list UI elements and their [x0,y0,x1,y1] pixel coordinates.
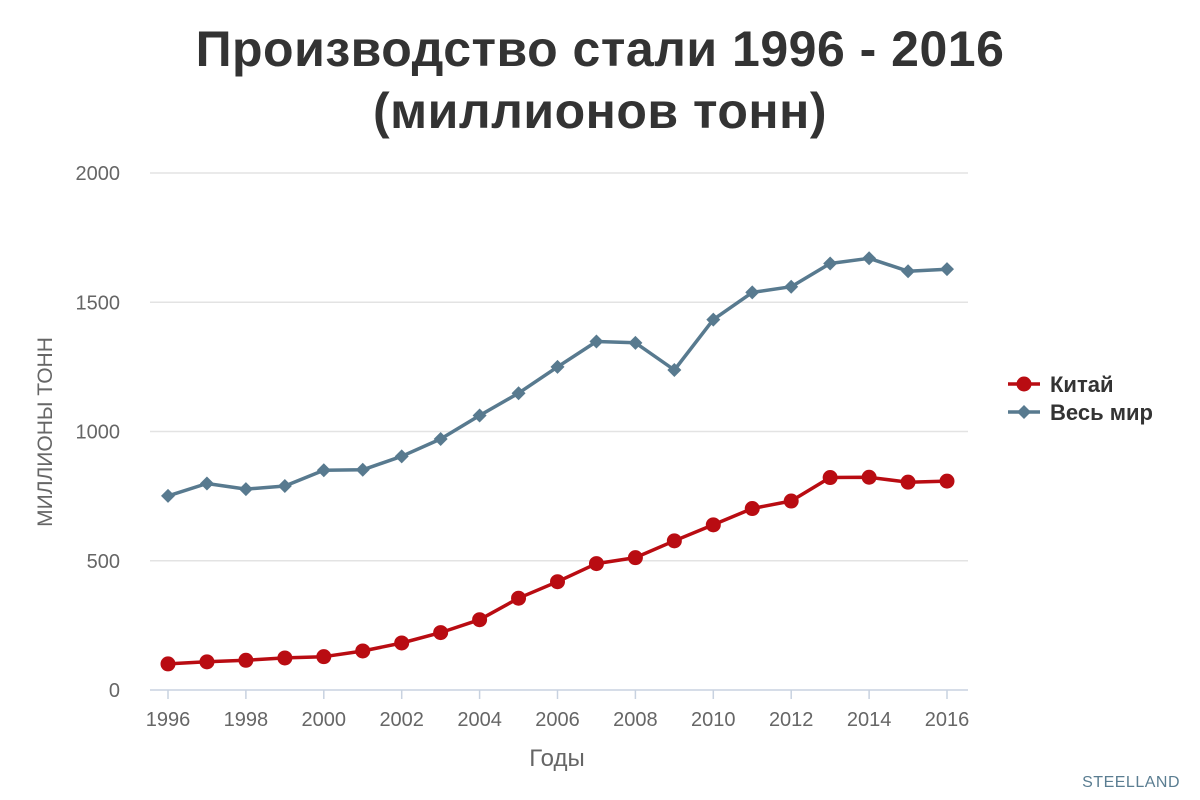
x-axis-title: Годы [529,745,584,772]
grid-lines [150,172,968,562]
data-point[interactable] [744,501,760,517]
data-point[interactable] [394,449,409,464]
x-tick-label: 2016 [925,709,970,731]
data-point[interactable] [550,359,565,374]
x-tick-label: 2008 [613,709,658,731]
data-point[interactable] [472,612,488,628]
y-tick-label: 1000 [76,422,121,444]
y-tick-label: 2000 [76,163,121,185]
data-point[interactable] [862,251,877,266]
data-point[interactable] [861,469,877,485]
x-tick-label: 2000 [302,709,347,731]
y-tick-label: 500 [87,551,120,573]
data-point[interactable] [900,474,916,490]
data-point[interactable] [745,285,760,300]
data-point[interactable] [238,652,254,668]
data-point[interactable] [822,470,838,486]
chart-title: Производство стали 1996 - 2016 (миллионо… [0,18,1200,142]
y-axis-title: МИЛЛИОНЫ ТОНН [34,337,57,527]
data-point[interactable] [161,488,175,503]
legend-marker [1017,405,1031,419]
y-tick-label: 0 [109,680,120,702]
data-point[interactable] [706,312,721,327]
data-point[interactable] [472,408,487,423]
legend-marker [1016,376,1032,392]
series-line [166,475,949,666]
series [160,251,955,672]
axes: 0 500 1000 1500 2000 1996 1998 2000 2002 2004 2006… [76,163,970,731]
data-point[interactable] [783,493,799,509]
data-point[interactable] [705,517,721,533]
x-tick-label: 1996 [146,709,191,731]
series-world [161,251,954,503]
legend-label: Весь мир [1050,400,1153,425]
legend-item-china[interactable]: Китай [1008,372,1114,397]
credit-label[interactable]: STEELLAND [1082,774,1180,791]
legend-item-world[interactable]: Весь мир [1008,400,1153,425]
data-point[interactable] [277,650,293,666]
chart-title-line1: Производство стали 1996 - 2016 [195,21,1005,77]
data-point[interactable] [939,473,955,489]
series-line [166,256,949,498]
data-point[interactable] [667,362,682,377]
legend-label: Китай [1050,372,1114,397]
x-tick-label: 2012 [769,709,814,731]
data-point[interactable] [355,462,370,477]
data-point[interactable] [511,386,526,401]
y-tick-label: 1500 [76,292,121,314]
data-point[interactable] [355,643,371,659]
x-tick-label: 2002 [379,709,424,731]
data-point[interactable] [238,482,253,497]
x-tick-label: 2014 [847,709,892,731]
chart-title-line2: (миллионов тонн) [373,83,827,139]
data-point[interactable] [940,262,954,277]
data-point[interactable] [277,479,292,494]
x-tick-label: 2006 [535,709,580,731]
data-point[interactable] [160,656,176,672]
data-point[interactable] [550,574,565,590]
data-point[interactable] [433,431,448,446]
data-point[interactable] [199,654,215,670]
data-point[interactable] [394,635,410,651]
data-point[interactable] [588,556,604,572]
x-tick-label: 2004 [457,709,502,731]
data-point[interactable] [666,533,682,549]
series-china [160,469,955,672]
x-tick-label: 2010 [691,709,736,731]
data-point[interactable] [784,279,799,294]
data-point[interactable] [316,463,331,478]
x-tick-label: 1998 [224,709,269,731]
data-point[interactable] [627,550,643,566]
data-point[interactable] [628,335,643,350]
data-point[interactable] [901,264,916,279]
legend: Китай Весь мир [1008,372,1153,425]
data-point[interactable] [316,649,332,665]
data-point[interactable] [823,256,838,271]
data-point[interactable] [511,590,527,606]
data-point[interactable] [433,625,449,641]
data-point[interactable] [199,476,214,491]
data-point[interactable] [589,334,604,349]
